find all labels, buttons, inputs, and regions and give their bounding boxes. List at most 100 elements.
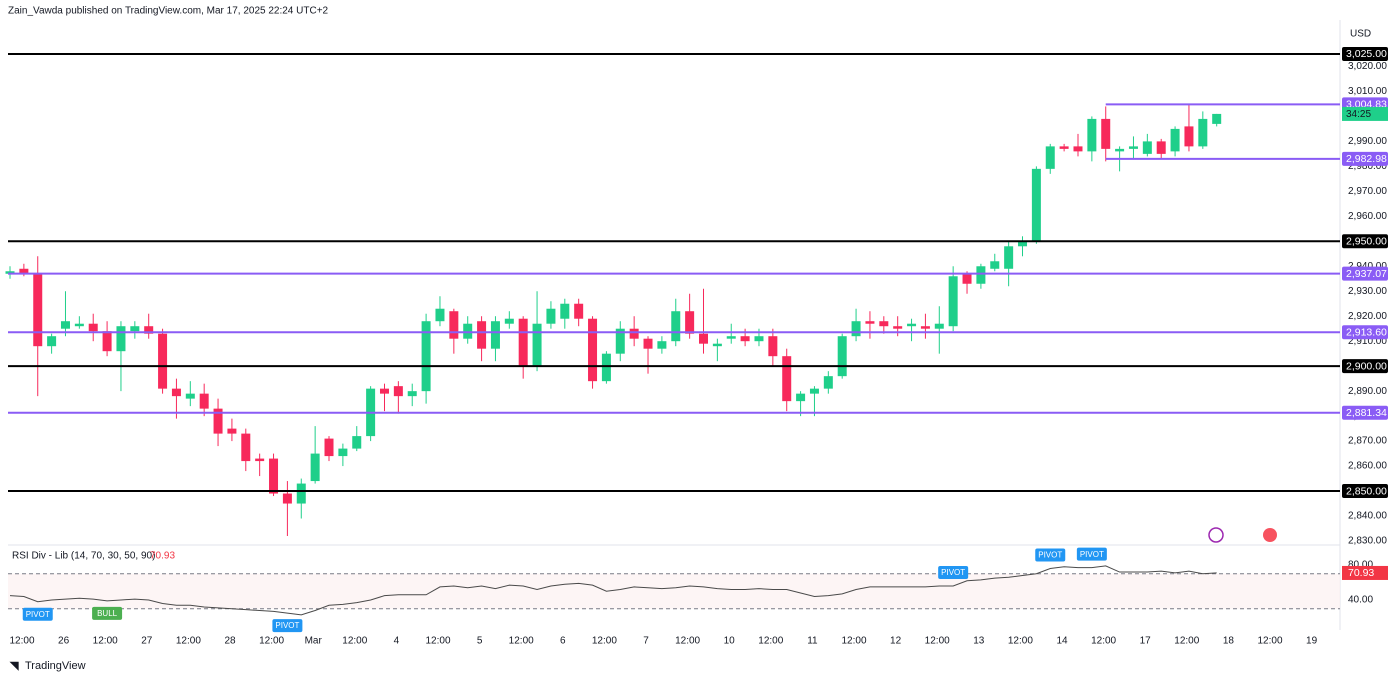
signal-box <box>22 607 53 621</box>
rsi-title: RSI Div - Lib (14, 70, 30, 50, 90) <box>12 551 155 562</box>
signal-label: PIVOT <box>26 610 50 619</box>
y-tick-label: 40.00 <box>1348 595 1373 606</box>
signal-box <box>92 606 123 620</box>
rsi-value: 70.93 <box>150 551 175 562</box>
x-tick-label: 6 <box>560 636 566 647</box>
candle-body <box>338 448 348 457</box>
candle-body <box>19 268 29 274</box>
y-tick-label: 2,890.00 <box>1348 386 1387 397</box>
flag-icon[interactable] <box>1263 528 1277 542</box>
y-tick-label: 2,840.00 <box>1348 511 1387 522</box>
candle-body <box>1101 118 1111 149</box>
y-tick-label: 3,010.00 <box>1348 86 1387 97</box>
candle-body <box>740 336 750 342</box>
candle-body <box>560 303 570 319</box>
level-tag-label: 2,850.00 <box>1346 485 1387 497</box>
candle-body <box>685 311 695 334</box>
candle-body <box>102 331 112 352</box>
level-tag-label: 2,937.07 <box>1346 268 1387 280</box>
candle-body <box>601 353 611 382</box>
candle-body <box>629 328 639 339</box>
candle-body <box>60 321 70 329</box>
x-tick-label: 12:00 <box>1008 636 1033 647</box>
x-tick-label: 12:00 <box>425 636 450 647</box>
candle-body <box>768 336 778 357</box>
y-tick-label: 2,940.00 <box>1348 261 1387 272</box>
y-tick-label: 2,980.00 <box>1348 161 1387 172</box>
level-tag <box>1342 46 1388 61</box>
x-tick-label: 19 <box>1306 636 1318 647</box>
signal-label: PIVOT <box>275 621 299 630</box>
x-tick-label: 17 <box>1140 636 1152 647</box>
level-tag <box>1342 325 1388 340</box>
candle-body <box>241 433 251 462</box>
candle-body <box>1184 126 1194 147</box>
currency: USD <box>1350 29 1371 40</box>
x-tick-label: 12:00 <box>592 636 617 647</box>
rsi-band <box>8 573 1340 609</box>
x-tick-label: 4 <box>394 636 400 647</box>
x-tick-label: 12:00 <box>509 636 534 647</box>
level-tag-label: 2,900.00 <box>1346 360 1387 372</box>
level-tag <box>1342 151 1388 166</box>
candle-body <box>823 376 833 389</box>
x-tick-label: 12:00 <box>176 636 201 647</box>
candle-body <box>282 493 292 504</box>
candle-body <box>796 393 806 402</box>
x-tick-label: 5 <box>477 636 483 647</box>
x-tick-label: 12:00 <box>342 636 367 647</box>
y-tick-label: 2,920.00 <box>1348 311 1387 322</box>
rsi-tag <box>1342 565 1388 580</box>
x-tick-label: 12:00 <box>93 636 118 647</box>
candle-body <box>1156 141 1166 154</box>
alert-icon[interactable] <box>1208 527 1224 543</box>
candle-body <box>296 483 306 504</box>
candle-body <box>379 388 389 394</box>
x-tick-label: 12:00 <box>925 636 950 647</box>
candle-body <box>643 338 653 349</box>
candle-body <box>657 341 667 349</box>
candle-body <box>1115 148 1125 152</box>
signal-label: PIVOT <box>1080 550 1104 559</box>
x-tick-label: 14 <box>1056 636 1068 647</box>
candle-body <box>269 458 279 494</box>
candle-body <box>171 388 181 397</box>
candle-body <box>158 333 168 389</box>
candle-body <box>809 388 819 394</box>
candle-body <box>47 336 57 347</box>
candle-body <box>907 323 917 327</box>
rsi-line <box>9 565 1217 616</box>
x-tick-label: 26 <box>58 636 70 647</box>
x-tick-label: 7 <box>643 636 649 647</box>
candle-body <box>851 321 861 337</box>
candle-body <box>1018 241 1028 247</box>
candle-body <box>574 303 584 319</box>
signal-box <box>1035 548 1066 562</box>
candle-body <box>227 428 237 434</box>
candle-body <box>1087 118 1097 152</box>
x-tick-label: 11 <box>807 636 818 647</box>
signal-label: PIVOT <box>941 568 965 577</box>
x-tick-label: 27 <box>141 636 153 647</box>
candle-body <box>865 321 875 324</box>
level-tag <box>1342 405 1388 420</box>
logo-mark: ◥ <box>9 660 19 672</box>
level-tag <box>1342 234 1388 249</box>
level-tag-label: 2,881.34 <box>1346 407 1387 419</box>
level-tag <box>1342 359 1388 374</box>
countdown: 34:25 <box>1346 109 1371 120</box>
candle-body <box>1142 141 1152 154</box>
candle-body <box>324 438 334 457</box>
candle-body <box>1045 146 1055 169</box>
candle-body <box>726 336 736 339</box>
candle-body <box>213 408 223 434</box>
candle-body <box>712 343 722 347</box>
candle-body <box>130 326 140 332</box>
countdown-tag <box>1342 106 1388 121</box>
rsi-tag-label: 70.93 <box>1348 567 1374 579</box>
candle-body <box>5 271 15 274</box>
y-tick-label: 2,860.00 <box>1348 461 1387 472</box>
header: Zain_Vawda published on TradingView.com,… <box>8 6 329 17</box>
y-tick-label: 3,020.00 <box>1348 61 1387 72</box>
